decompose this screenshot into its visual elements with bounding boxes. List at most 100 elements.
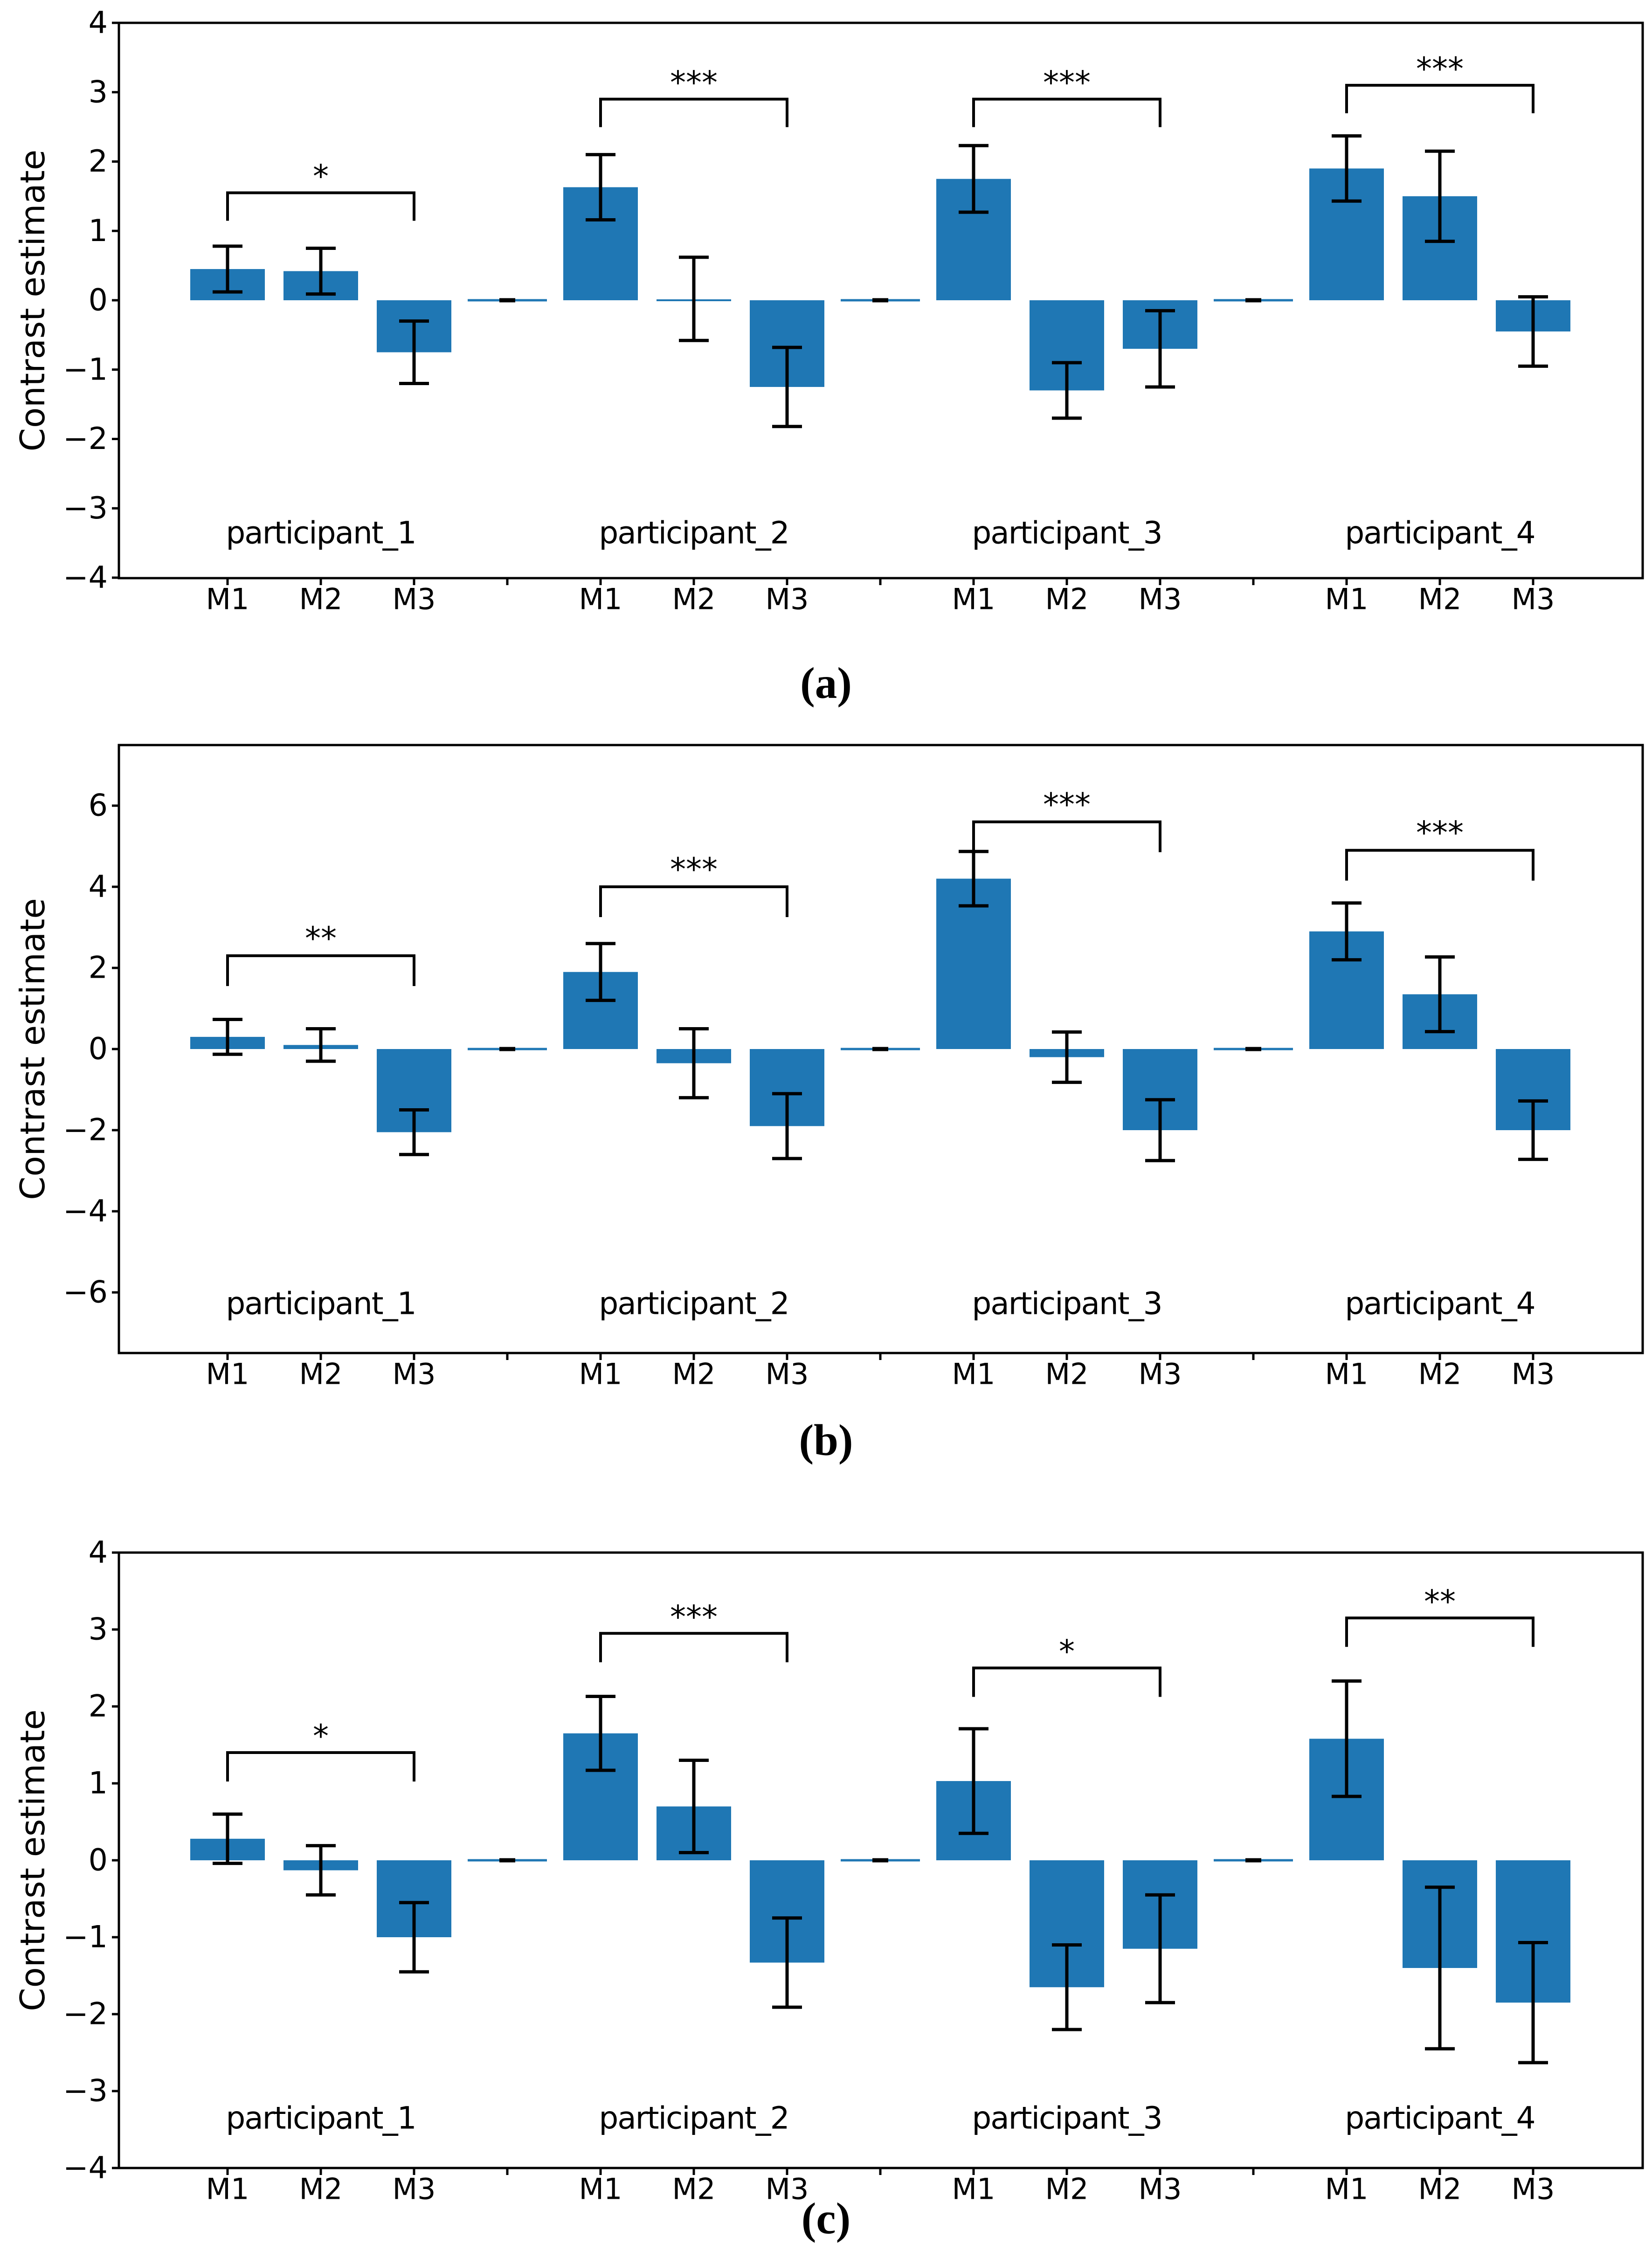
y-tick-label: −2 — [63, 1113, 108, 1148]
group-label: participant_1 — [226, 515, 415, 551]
significance-bracket — [599, 97, 788, 127]
y-tick-label: −4 — [63, 560, 108, 595]
separator-dash — [499, 1047, 515, 1051]
significance-bracket — [1345, 1616, 1534, 1647]
y-tick-label: −3 — [63, 491, 108, 526]
separator-dash — [499, 298, 515, 303]
significance-stars: * — [313, 1718, 329, 1755]
y-tick-label: −2 — [63, 421, 108, 456]
y-axis-label: Contrast estimate — [13, 898, 52, 1200]
chart-a-caption: (a) — [800, 658, 852, 708]
chart-b-caption: (b) — [799, 1415, 853, 1465]
chart-c-caption: (c) — [801, 2194, 851, 2243]
separator-dash — [1245, 1858, 1261, 1863]
x-tick-label: M1 — [206, 1357, 249, 1391]
x-tick-label: M1 — [952, 2172, 995, 2206]
y-tick-label: 0 — [89, 283, 108, 318]
x-tick-label: M3 — [1139, 582, 1182, 616]
group-label: participant_1 — [226, 2100, 415, 2136]
chart-panel-c: Contrast estimate −4 −3 −2 −1 0 1 2 3 4 participan… — [0, 1501, 1652, 2243]
y-tick-label: 6 — [89, 788, 108, 823]
x-tick-label: M2 — [299, 2172, 343, 2206]
significance-stars: ** — [305, 920, 337, 957]
x-tick-label: M3 — [393, 582, 436, 616]
y-tick-label: 1 — [89, 1766, 108, 1801]
x-tick-label: M2 — [672, 582, 716, 616]
x-tick-label: M2 — [1418, 1357, 1462, 1391]
y-axis-label: Contrast estimate — [13, 150, 52, 451]
bar-chart-b: Contrast estimate −6 −4 −2 0 2 4 6 participant_1… — [13, 744, 1644, 1391]
x-tick-label: M3 — [766, 1357, 809, 1391]
significance-bracket — [972, 1666, 1161, 1697]
y-tick-label: −1 — [63, 1920, 108, 1955]
group-label: participant_3 — [972, 1286, 1161, 1322]
group-label: participant_3 — [972, 2100, 1161, 2136]
x-tick-label: M2 — [299, 582, 343, 616]
significance-bracket — [226, 191, 415, 221]
y-tick-label: 3 — [89, 75, 108, 110]
y-tick-label: 4 — [89, 870, 108, 905]
y-tick-label: 1 — [89, 214, 108, 249]
y-tick-label: 3 — [89, 1612, 108, 1647]
x-tick-label: M2 — [1045, 582, 1089, 616]
significance-stars: ** — [1424, 1583, 1456, 1620]
x-tick-label: M3 — [1512, 1357, 1555, 1391]
y-tick-label: 2 — [89, 1689, 108, 1724]
group-label: participant_2 — [599, 515, 788, 551]
x-tick-label: M1 — [206, 2172, 249, 2206]
group-label: participant_2 — [599, 1286, 788, 1322]
significance-stars: *** — [670, 65, 718, 102]
x-tick-label: M3 — [766, 582, 809, 616]
x-tick-label: M1 — [206, 582, 249, 616]
y-tick-label: 2 — [89, 144, 108, 179]
significance-stars: * — [1059, 1634, 1075, 1671]
separator-dash — [499, 1858, 515, 1863]
separator-dash — [872, 298, 888, 303]
y-tick-label: 0 — [89, 1032, 108, 1067]
group-label: participant_2 — [599, 2100, 788, 2136]
significance-stars: *** — [670, 1599, 718, 1636]
y-axis-label: Contrast estimate — [13, 1709, 52, 2011]
x-tick-label: M2 — [672, 1357, 716, 1391]
x-tick-label: M2 — [672, 2172, 716, 2206]
group-label: participant_3 — [972, 515, 1161, 551]
significance-stars: *** — [1043, 787, 1091, 823]
y-tick-label: −6 — [63, 1275, 108, 1310]
bar-chart-a: Contrast estimate −4 −3 −2 −1 0 1 2 3 4 participan… — [13, 6, 1644, 616]
x-tick-label: M3 — [1512, 2172, 1555, 2206]
x-tick-label: M2 — [299, 1357, 343, 1391]
significance-stars: * — [313, 158, 329, 195]
x-tick-label: M1 — [952, 582, 995, 616]
significance-bracket — [226, 954, 415, 986]
y-tick-label: 0 — [89, 1843, 108, 1878]
chart-panel-a: Contrast estimate −4 −3 −2 −1 0 1 2 3 4 participan… — [0, 0, 1652, 727]
y-tick-label: 4 — [89, 1535, 108, 1570]
significance-stars: *** — [1416, 815, 1464, 852]
group-label: participant_4 — [1345, 2100, 1534, 2136]
significance-bracket — [599, 885, 788, 917]
x-tick-label: M1 — [1325, 582, 1369, 616]
significance-bracket — [972, 97, 1161, 127]
plot-border — [118, 1551, 1644, 2169]
chart-panel-b: Contrast estimate −6 −4 −2 0 2 4 6 participant_1… — [0, 727, 1652, 1501]
significance-stars: *** — [1416, 51, 1464, 88]
significance-bracket — [599, 1632, 788, 1663]
x-tick-label: M3 — [393, 2172, 436, 2206]
group-label: participant_1 — [226, 1286, 415, 1322]
y-tick-label: 4 — [89, 6, 108, 41]
x-tick-label: M3 — [393, 1357, 436, 1391]
y-tick-label: −2 — [63, 1997, 108, 2032]
x-tick-label: M3 — [766, 2172, 809, 2206]
significance-bracket — [1345, 83, 1534, 113]
separator-dash — [1245, 1047, 1261, 1051]
x-tick-label: M1 — [952, 1357, 995, 1391]
bar-chart-c: Contrast estimate −4 −3 −2 −1 0 1 2 3 4 participan… — [13, 1535, 1644, 2206]
significance-stars: *** — [670, 851, 718, 888]
plot-border — [118, 21, 1644, 580]
x-tick-label: M1 — [579, 2172, 622, 2206]
x-tick-label: M1 — [579, 1357, 622, 1391]
separator-dash — [1245, 298, 1261, 303]
x-tick-label: M3 — [1139, 1357, 1182, 1391]
y-tick-label: −4 — [63, 2151, 108, 2186]
plot-border — [118, 744, 1644, 1354]
